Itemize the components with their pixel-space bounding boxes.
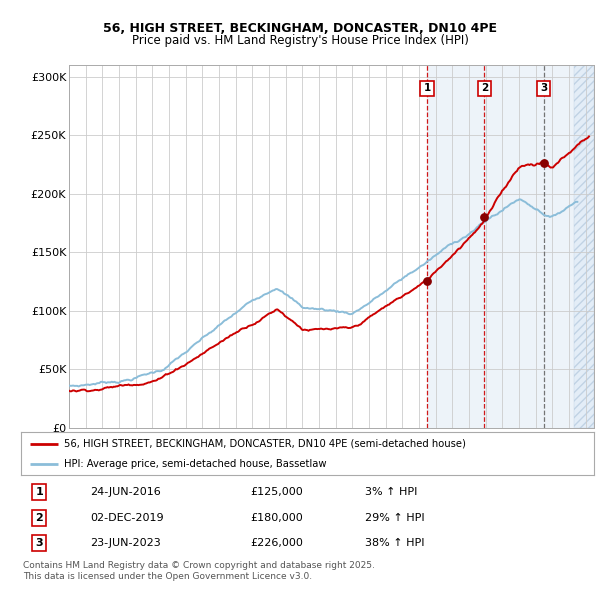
Text: £226,000: £226,000 xyxy=(250,538,303,548)
Text: 2: 2 xyxy=(35,513,43,523)
Text: 1: 1 xyxy=(35,487,43,497)
Text: 1: 1 xyxy=(424,84,431,93)
Text: Contains HM Land Registry data © Crown copyright and database right 2025.: Contains HM Land Registry data © Crown c… xyxy=(23,560,374,569)
Text: 38% ↑ HPI: 38% ↑ HPI xyxy=(365,538,424,548)
Bar xyxy=(574,65,594,428)
Text: 24-JUN-2016: 24-JUN-2016 xyxy=(90,487,161,497)
Point xyxy=(539,159,548,168)
Point xyxy=(422,277,432,286)
Text: 3: 3 xyxy=(540,84,547,93)
Text: 3: 3 xyxy=(35,538,43,548)
Text: This data is licensed under the Open Government Licence v3.0.: This data is licensed under the Open Gov… xyxy=(23,572,312,581)
Text: 3% ↑ HPI: 3% ↑ HPI xyxy=(365,487,417,497)
Text: 02-DEC-2019: 02-DEC-2019 xyxy=(90,513,163,523)
Text: Price paid vs. HM Land Registry's House Price Index (HPI): Price paid vs. HM Land Registry's House … xyxy=(131,34,469,47)
Text: 2: 2 xyxy=(481,84,488,93)
Text: 56, HIGH STREET, BECKINGHAM, DONCASTER, DN10 4PE: 56, HIGH STREET, BECKINGHAM, DONCASTER, … xyxy=(103,22,497,35)
Text: 23-JUN-2023: 23-JUN-2023 xyxy=(90,538,161,548)
Text: £125,000: £125,000 xyxy=(250,487,303,497)
Text: HPI: Average price, semi-detached house, Bassetlaw: HPI: Average price, semi-detached house,… xyxy=(64,460,326,469)
Point xyxy=(479,212,489,222)
Text: 56, HIGH STREET, BECKINGHAM, DONCASTER, DN10 4PE (semi-detached house): 56, HIGH STREET, BECKINGHAM, DONCASTER, … xyxy=(64,439,466,449)
Text: £180,000: £180,000 xyxy=(250,513,303,523)
Bar xyxy=(427,65,574,428)
Text: 29% ↑ HPI: 29% ↑ HPI xyxy=(365,513,424,523)
